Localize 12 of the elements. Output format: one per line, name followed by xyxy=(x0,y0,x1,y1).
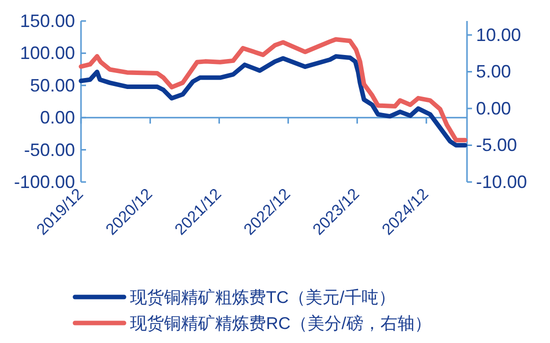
y2-tick-label: -5.00 xyxy=(476,135,518,156)
y2-tick-label: -10.00 xyxy=(476,172,528,192)
y-tick-label: 100.00 xyxy=(20,43,75,64)
y-tick-label: -50.00 xyxy=(24,140,75,160)
y-tick-label: 50.00 xyxy=(30,75,75,96)
y2-tick-label: 5.00 xyxy=(476,62,512,82)
y-tick-label: 150.00 xyxy=(20,11,75,31)
legend-label: 现货铜精矿粗炼费TC（美元/千吨） xyxy=(130,288,396,307)
y2-tick-label: 10.00 xyxy=(476,24,522,45)
y2-tick-label: 0.00 xyxy=(476,98,512,118)
legend-label: 现货铜精矿精炼费RC（美分/磅，右轴） xyxy=(130,314,432,333)
y-tick-label: 0.00 xyxy=(40,108,75,128)
